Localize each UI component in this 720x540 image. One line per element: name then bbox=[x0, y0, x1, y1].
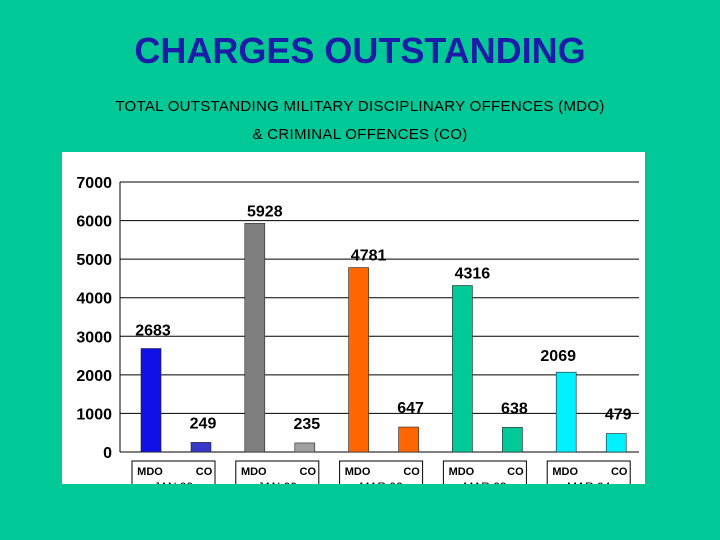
bar bbox=[555, 371, 577, 453]
bar-type-label: MDO bbox=[137, 466, 163, 478]
chart-subtitle-line2: & CRIMINAL OFFENCES (CO) bbox=[252, 126, 468, 143]
bar bbox=[502, 427, 523, 453]
data-label: 2069 bbox=[540, 348, 576, 365]
data-label: 2683 bbox=[135, 323, 171, 340]
data-label: 4781 bbox=[351, 248, 387, 265]
chart-subtitle-line1: TOTAL OUTSTANDING MILITARY DISCIPLINARY … bbox=[115, 98, 605, 115]
data-label: 638 bbox=[501, 400, 528, 417]
data-label: 235 bbox=[293, 416, 320, 433]
bar bbox=[452, 285, 473, 453]
data-label: 479 bbox=[605, 407, 632, 424]
bar bbox=[140, 348, 162, 453]
y-tick-label: 5000 bbox=[76, 252, 112, 269]
y-tick-label: 0 bbox=[103, 445, 112, 462]
category-label: JAN 99 bbox=[154, 480, 194, 484]
bar bbox=[605, 433, 627, 453]
bar-type-label: CO bbox=[507, 466, 524, 478]
y-tick-label: 3000 bbox=[76, 329, 112, 346]
y-tick-label: 2000 bbox=[76, 368, 112, 385]
bar-type-label: MDO bbox=[345, 466, 371, 478]
data-label: 249 bbox=[190, 415, 217, 432]
category-label: JAN 00 bbox=[258, 480, 298, 484]
category-label: MAR 03 bbox=[463, 480, 507, 484]
y-tick-label: 1000 bbox=[76, 406, 112, 423]
bar-type-label: MDO bbox=[449, 466, 475, 478]
bar-type-label: MDO bbox=[241, 466, 267, 478]
bar-type-label: CO bbox=[403, 466, 420, 478]
bar-type-label: CO bbox=[196, 466, 213, 478]
data-label: 647 bbox=[397, 400, 424, 417]
y-tick-label: 7000 bbox=[76, 175, 112, 192]
bar bbox=[348, 267, 369, 453]
bar bbox=[190, 442, 212, 453]
bar-type-label: MDO bbox=[552, 466, 578, 478]
bar-type-label: CO bbox=[300, 466, 317, 478]
bar bbox=[244, 223, 266, 453]
bar-chart: 0 1000 2000 3000 4000 5000 6000 7000 2683 249 MDO C… bbox=[76, 175, 639, 496]
y-tick-label: 4000 bbox=[76, 291, 112, 308]
bar bbox=[294, 442, 316, 453]
category-label: MAR 02 bbox=[359, 480, 403, 484]
page-title: CHARGES OUTSTANDING bbox=[134, 30, 586, 71]
bar bbox=[398, 426, 419, 453]
data-label: 5928 bbox=[247, 203, 283, 220]
category-label: MAR 04 bbox=[567, 480, 611, 484]
y-tick-label: 6000 bbox=[76, 214, 112, 231]
data-label: 4316 bbox=[455, 266, 491, 283]
bar-type-label: CO bbox=[611, 466, 628, 478]
chart-area: 0 1000 2000 3000 4000 5000 6000 7000 2683 249 MDO C… bbox=[62, 152, 645, 496]
